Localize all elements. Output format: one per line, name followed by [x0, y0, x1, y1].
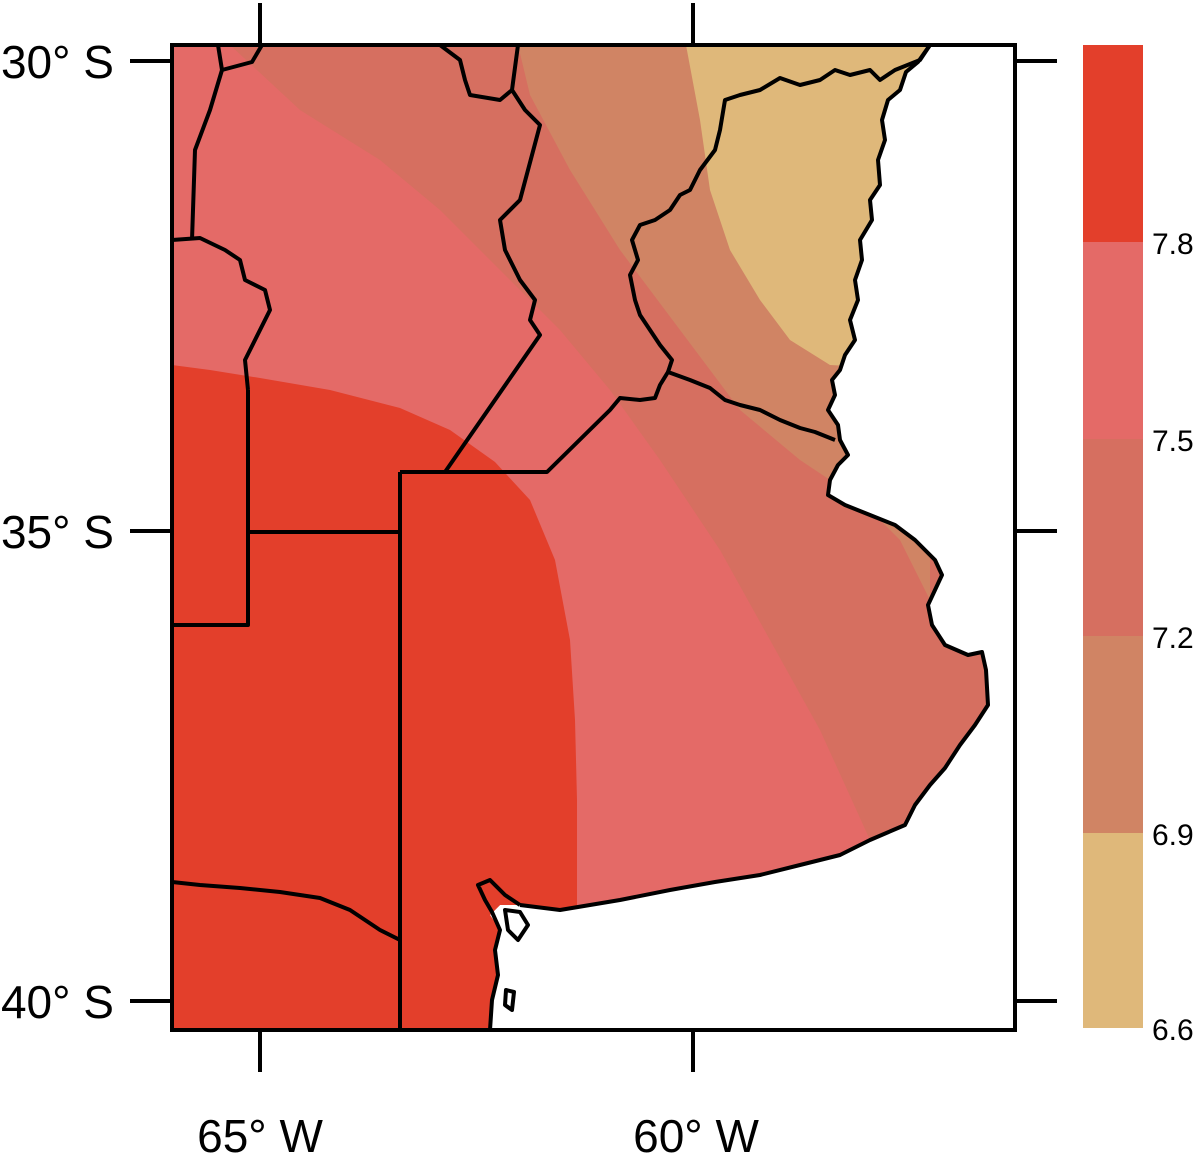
colorbar: 7.8 7.5 7.2 6.9 6.6 — [1083, 45, 1194, 1047]
colorbar-label: 7.5 — [1152, 425, 1194, 458]
colorbar-swatch — [1083, 45, 1143, 242]
colorbar-swatch — [1083, 242, 1143, 439]
lat-label-35s: 35° S — [1, 506, 114, 558]
axis-ticks — [130, 3, 1057, 1072]
value-zones — [172, 45, 988, 1030]
border-entre-rios-south — [667, 370, 836, 442]
lat-label-30s: 30° S — [1, 36, 114, 88]
colorbar-swatch — [1083, 636, 1143, 833]
colorbar-label: 7.8 — [1152, 228, 1194, 261]
borders — [172, 45, 990, 1030]
lat-label-40s: 40° S — [1, 976, 114, 1028]
border-san-luis-north — [172, 236, 272, 391]
map-frame — [170, 43, 1017, 1032]
colorbar-swatch — [1083, 439, 1143, 636]
colorbar-label: 6.6 — [1152, 1014, 1194, 1047]
lon-label-65w: 65° W — [197, 1110, 323, 1162]
border-san-luis-south — [172, 390, 250, 627]
border-rio-negro-north — [172, 880, 401, 942]
island-outline — [503, 988, 516, 1012]
border-cordoba-santiago — [216, 45, 264, 72]
border-santa-fe-buenos-aires — [400, 370, 670, 474]
coastline — [519, 45, 990, 912]
border-cordoba-west — [190, 69, 224, 241]
colorbar-swatch — [1083, 833, 1143, 1028]
colorbar-label: 7.2 — [1152, 622, 1194, 655]
border-santa-fe-west — [443, 45, 542, 474]
lon-label-60w: 60° W — [633, 1110, 759, 1162]
colorbar-label: 6.9 — [1152, 819, 1194, 852]
border-cordoba-east — [438, 45, 514, 102]
border-entre-rios-west — [628, 45, 932, 373]
island-outline — [503, 908, 530, 942]
peninsula-coast — [476, 878, 522, 1030]
